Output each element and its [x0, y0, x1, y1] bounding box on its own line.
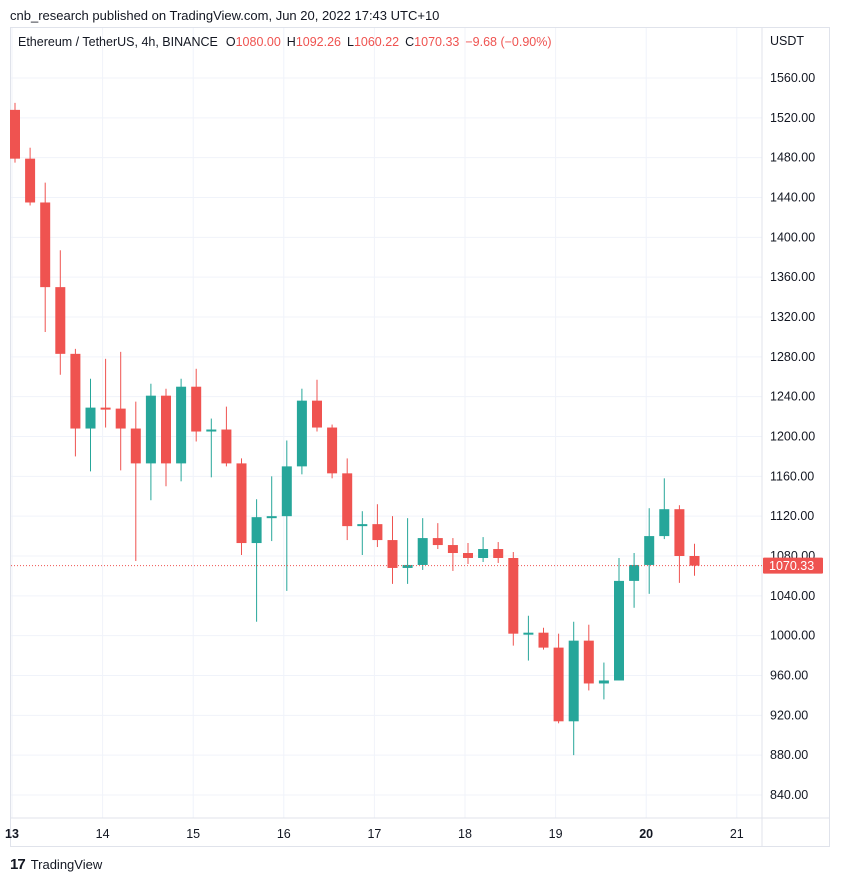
low-label: L	[347, 35, 354, 49]
y-tick-label: 1440.00	[770, 191, 815, 205]
candle-body[interactable]	[191, 386, 202, 432]
candle-body[interactable]	[25, 158, 36, 203]
candle-body[interactable]	[266, 516, 277, 519]
candle-body[interactable]	[327, 427, 338, 474]
candle-body[interactable]	[161, 395, 171, 464]
candle-body[interactable]	[538, 632, 549, 648]
candle-body[interactable]	[614, 580, 624, 681]
y-tick-label: 1480.00	[770, 151, 815, 165]
close-value: 1070.33	[414, 35, 460, 49]
candle-body[interactable]	[598, 680, 609, 684]
tradingview-logo-icon: 17	[10, 856, 26, 873]
last-price-label: 1070.33	[769, 559, 814, 573]
close-label: C	[405, 35, 415, 49]
candle-body[interactable]	[568, 640, 579, 722]
candle-body[interactable]	[236, 463, 247, 544]
y-tick-label: 1360.00	[770, 270, 815, 284]
candle-body[interactable]	[251, 517, 262, 544]
candle-body[interactable]	[553, 647, 564, 722]
candle-body[interactable]	[357, 524, 368, 527]
candle-body[interactable]	[85, 407, 96, 429]
brand-text: TradingView	[30, 857, 103, 872]
candle-body[interactable]	[417, 538, 428, 565]
candle-body[interactable]	[523, 632, 534, 635]
currency-label: USDT	[770, 34, 804, 48]
candle-body[interactable]	[281, 466, 292, 517]
candle-body[interactable]	[447, 545, 458, 554]
y-tick-label: 1280.00	[770, 350, 815, 364]
candle-body[interactable]	[55, 287, 66, 354]
x-tick-label: 21	[730, 827, 744, 841]
x-tick-label: 14	[96, 827, 110, 841]
y-tick-label: 1000.00	[770, 629, 815, 643]
candle-body[interactable]	[206, 429, 217, 432]
candle-body[interactable]	[674, 509, 685, 556]
y-tick-label: 880.00	[770, 748, 808, 762]
candle-body[interactable]	[100, 407, 111, 410]
y-tick-label: 1240.00	[770, 390, 815, 404]
y-tick-label: 1400.00	[770, 230, 815, 244]
candle-body[interactable]	[372, 524, 383, 541]
candle-body[interactable]	[115, 408, 126, 429]
open-value: 1080.00	[235, 35, 281, 49]
candle-body[interactable]	[221, 429, 232, 464]
candle-body[interactable]	[659, 509, 670, 537]
x-tick-label: 17	[367, 827, 381, 841]
x-tick-label: 20	[639, 827, 653, 841]
candle-body[interactable]	[493, 549, 504, 558]
x-tick-label: 18	[458, 827, 472, 841]
candle-body[interactable]	[312, 400, 322, 428]
x-tick-label: 13	[5, 827, 19, 841]
publisher-note: cnb_research published on TradingView.co…	[10, 8, 440, 23]
y-tick-label: 1560.00	[770, 71, 815, 85]
candle-body[interactable]	[342, 473, 353, 527]
y-tick-label: 1040.00	[770, 589, 815, 603]
y-tick-label: 1200.00	[770, 430, 815, 444]
candle-body[interactable]	[689, 556, 700, 566]
candle-body[interactable]	[130, 428, 141, 464]
candle-body[interactable]	[40, 202, 51, 288]
y-tick-label: 960.00	[770, 669, 808, 683]
last-price-badge	[763, 557, 823, 574]
candle-body[interactable]	[10, 109, 20, 159]
candle-body[interactable]	[644, 536, 655, 565]
open-label: O	[225, 35, 236, 49]
candle-body[interactable]	[463, 553, 473, 558]
candle-body[interactable]	[296, 400, 307, 467]
ohlc-legend: Ethereum / TetherUS, 4h, BINANCE O 1080.…	[18, 35, 552, 49]
candle-body[interactable]	[508, 557, 519, 634]
candle-body[interactable]	[583, 640, 594, 684]
y-tick-label: 1120.00	[770, 509, 814, 523]
symbol-label: Ethereum / TetherUS, 4h, BINANCE	[18, 35, 218, 49]
candle-body[interactable]	[387, 540, 398, 568]
candle-body[interactable]	[432, 538, 443, 546]
candle-body[interactable]	[478, 549, 489, 558]
y-tick-label: 920.00	[770, 708, 808, 722]
change-value: −9.68 (−0.90%)	[465, 35, 552, 49]
candle-body[interactable]	[402, 564, 413, 568]
high-label: H	[286, 35, 296, 49]
low-value: 1060.22	[353, 35, 400, 49]
tradingview-brand[interactable]: 17 TradingView	[10, 856, 102, 873]
y-tick-label: 1320.00	[770, 310, 815, 324]
candle-body[interactable]	[629, 564, 640, 581]
candle-body[interactable]	[145, 395, 156, 464]
y-tick-label: 840.00	[770, 788, 808, 802]
candle-body[interactable]	[176, 386, 187, 464]
x-tick-label: 15	[186, 827, 200, 841]
y-tick-label: 1520.00	[770, 111, 815, 125]
candle-body[interactable]	[70, 353, 81, 429]
x-tick-label: 16	[277, 827, 291, 841]
chart-frame	[10, 27, 830, 847]
x-tick-label: 19	[549, 827, 563, 841]
high-value: 1092.26	[295, 35, 341, 49]
y-tick-label: 1160.00	[770, 469, 814, 483]
